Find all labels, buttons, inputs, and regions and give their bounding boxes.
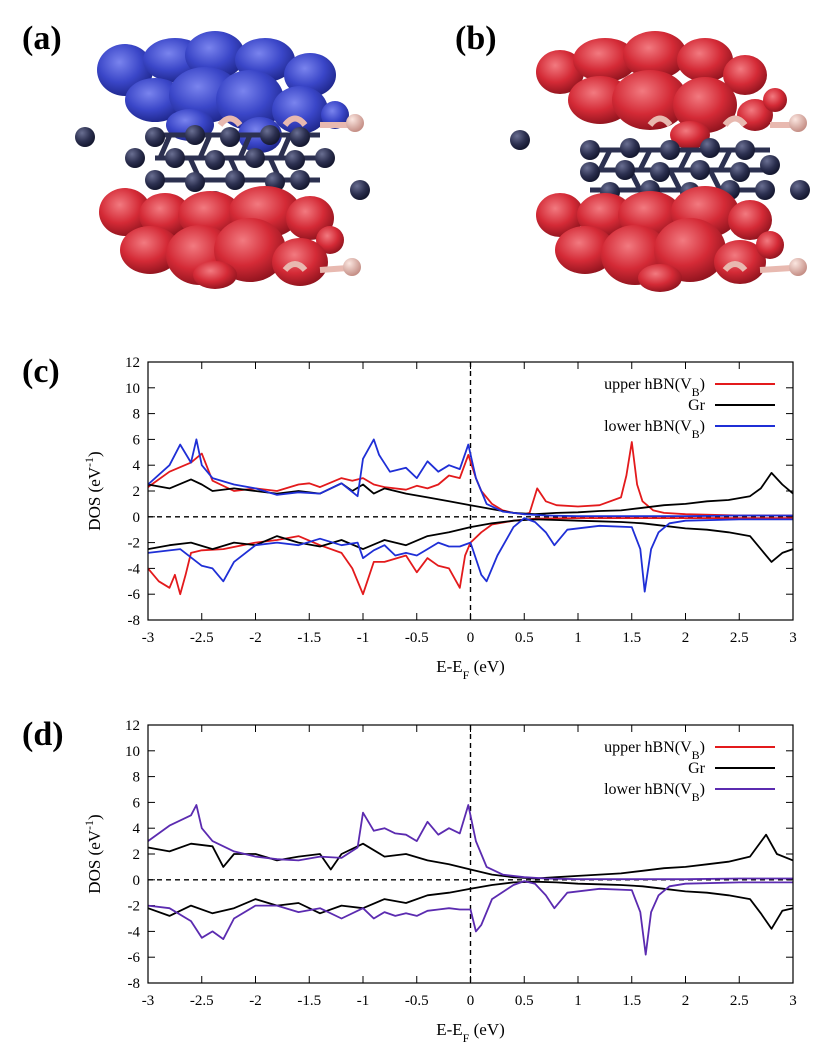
x-tick-label: 0 (467, 630, 475, 646)
y-tick-label: 6 (133, 795, 141, 811)
x-tick-label: -1 (357, 993, 370, 1009)
y-tick-label: -4 (128, 924, 141, 940)
structure-b (510, 31, 810, 292)
y-tick-label: 10 (125, 744, 140, 760)
legend-label: lower hBN(VB) (604, 418, 705, 441)
x-tick-label: 3 (789, 630, 797, 646)
structure-a (75, 31, 370, 289)
dos-series-line (147, 518, 794, 563)
x-tick-label: 2.5 (730, 630, 749, 646)
y-tick-label: -8 (128, 613, 141, 629)
x-tick-label: 2 (682, 993, 690, 1009)
charge-density-structures (75, 31, 810, 292)
y-tick-label: 4 (133, 821, 141, 837)
y-tick-label: -4 (128, 561, 141, 577)
y-tick-label: 8 (133, 770, 141, 786)
panel-label-c: (c) (22, 353, 60, 390)
plot-frame (147, 361, 794, 621)
y-tick-label: 4 (133, 458, 141, 474)
y-tick-label: 8 (133, 407, 141, 423)
x-tick-label: -1.5 (297, 993, 321, 1009)
dos-series-line (147, 441, 793, 517)
y-tick-label: 6 (133, 432, 141, 448)
y-tick-label: -8 (128, 976, 141, 992)
x-tick-label: -0.5 (405, 993, 429, 1009)
y-tick-label: 0 (133, 873, 141, 889)
y-tick-label: -2 (128, 899, 141, 915)
x-tick-label: 1 (574, 630, 582, 646)
dos-chart-d: -3 -2.5 -2 -1.5 -1 -0.5 0 0.5 1 1.5 2 2.5 3 -8 -6 -4 -2 0… (82, 718, 797, 1045)
lower-isosurface-b (536, 186, 784, 292)
legend-label: upper hBN(VB) (604, 739, 705, 762)
x-tick-label: -1 (357, 630, 370, 646)
y-axis-label: DOS (eV-1) (82, 814, 104, 893)
x-tick-label: 1 (574, 993, 582, 1009)
x-tick-label: 0.5 (515, 630, 534, 646)
y-tick-label: 0 (133, 510, 141, 526)
y-tick-label: -6 (128, 950, 141, 966)
plot-frame (147, 724, 794, 984)
dos-series-line (147, 880, 793, 956)
y-tick-label: 12 (125, 355, 140, 371)
panel-label-a: (a) (22, 20, 62, 57)
legend-label: lower hBN(VB) (604, 781, 705, 804)
x-tick-label: -2.5 (190, 630, 214, 646)
x-tick-label: 2.5 (730, 993, 749, 1009)
dos-chart-c: -3 -2.5 -2 -1.5 -1 -0.5 0 0.5 1 1.5 2 2.5 3 -8 -6 -4 -2 0… (82, 355, 797, 682)
legend-label: upper hBN(VB) (604, 376, 705, 399)
upper-bonds-a (217, 115, 350, 128)
upper-isosurface-b (536, 31, 787, 149)
legend-label: Gr (688, 760, 706, 777)
dos-series-line (147, 880, 794, 930)
x-tick-label: 1.5 (622, 630, 641, 646)
dos-series-line (147, 438, 793, 518)
x-tick-label: 0.5 (515, 993, 534, 1009)
y-tick-label: 2 (133, 484, 141, 500)
x-tick-label: -0.5 (405, 630, 429, 646)
x-tick-label: -2.5 (190, 993, 214, 1009)
x-tick-label: -2 (249, 630, 262, 646)
lower-isosurface-a (99, 186, 344, 289)
x-tick-label: 0 (467, 993, 475, 1009)
dos-series-line (147, 472, 794, 516)
y-tick-label: 2 (133, 847, 141, 863)
x-tick-label: -3 (142, 993, 155, 1009)
y-tick-label: 12 (125, 718, 140, 734)
y-tick-label: -2 (128, 536, 141, 552)
panel-label-d: (d) (22, 716, 64, 753)
x-tick-label: 1.5 (622, 993, 641, 1009)
x-tick-label: 2 (682, 630, 690, 646)
y-tick-label: 10 (125, 381, 140, 397)
x-tick-label: -2 (249, 993, 262, 1009)
panel-label-b: (b) (455, 20, 497, 57)
y-tick-label: -6 (128, 587, 141, 603)
dos-series-line (147, 517, 793, 593)
x-tick-label: -1.5 (297, 630, 321, 646)
dos-series-line (147, 804, 793, 881)
x-tick-label: -3 (142, 630, 155, 646)
legend-label: Gr (688, 397, 706, 414)
x-axis-label: E-EF (eV) (436, 657, 505, 682)
y-axis-label: DOS (eV-1) (82, 451, 104, 530)
x-tick-label: 3 (789, 993, 797, 1009)
x-axis-label: E-EF (eV) (436, 1020, 505, 1045)
